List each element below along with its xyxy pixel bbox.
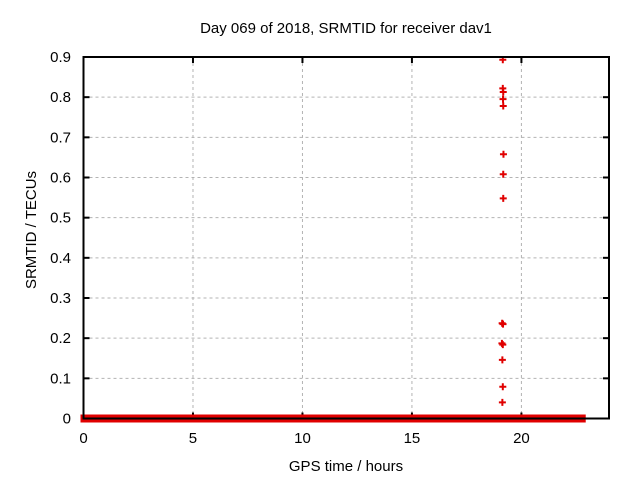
data-point-marker	[499, 383, 507, 391]
y-tick-label: 0.7	[50, 129, 71, 146]
y-tick-label: 0.1	[50, 370, 71, 387]
data-point-marker	[499, 170, 507, 178]
data-point-marker	[498, 356, 506, 364]
y-tick-label: 0.3	[50, 290, 71, 307]
data-point-marker	[498, 398, 506, 406]
y-tick-label: 0.6	[50, 170, 71, 187]
y-tick-label: 0.4	[50, 250, 71, 267]
x-tick-label: 10	[294, 430, 311, 447]
y-tick-label: 0.2	[50, 330, 71, 347]
chart-title: Day 069 of 2018, SRMTID for receiver dav…	[200, 20, 492, 37]
data-point-marker	[499, 320, 507, 328]
y-tick-label: 0	[63, 411, 71, 428]
x-tick-label: 15	[404, 430, 421, 447]
x-tick-label: 20	[513, 430, 530, 447]
y-tick-label: 0.8	[50, 89, 71, 106]
x-axis-label: GPS time / hours	[288, 458, 404, 475]
x-tick-label: 0	[79, 430, 87, 447]
data-point-marker	[499, 88, 507, 96]
data-point-marker	[499, 102, 507, 110]
data-point-marker	[499, 150, 507, 158]
plot-border	[82, 56, 610, 420]
x-tick-label: 5	[189, 430, 197, 447]
data-point-marker	[499, 341, 507, 349]
y-tick-label: 0.9	[50, 49, 71, 66]
data-point-marker	[499, 194, 507, 202]
y-tick-label: 0.5	[50, 210, 71, 227]
data-point-marker	[499, 95, 507, 103]
